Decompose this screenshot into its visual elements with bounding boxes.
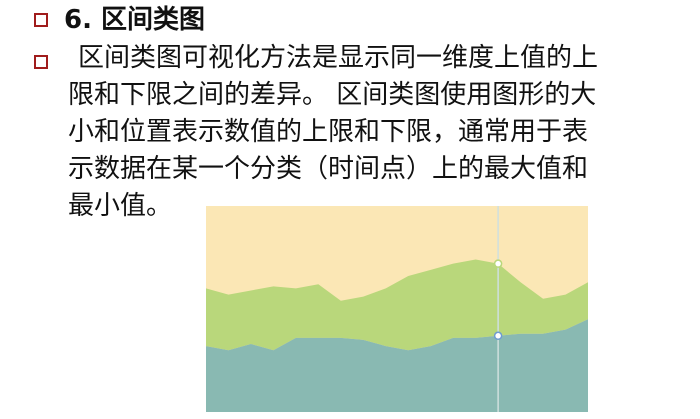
body-line-2: 限和下限之间的差异。 区间类图使用图形的大 bbox=[68, 80, 597, 110]
body-line-1: 区间类图可视化方法是显示同一维度上值的上 bbox=[78, 43, 599, 73]
lower-point bbox=[493, 331, 503, 341]
body-line-5: 最小值。 bbox=[68, 191, 173, 221]
section-heading: 6. 区间类图 bbox=[64, 5, 206, 35]
upper-point bbox=[493, 259, 503, 268]
bullet-marker bbox=[34, 13, 48, 27]
body-line-4: 示数据在某一个分类（时间点）上的最大值和 bbox=[68, 154, 589, 184]
band-below-lower bbox=[206, 319, 588, 412]
body-line-3: 小和位置表示数值的上限和下限，通常用于表 bbox=[68, 117, 589, 147]
bullet-marker bbox=[34, 55, 48, 69]
range-area-chart bbox=[206, 206, 588, 412]
range-band bbox=[206, 259, 588, 351]
